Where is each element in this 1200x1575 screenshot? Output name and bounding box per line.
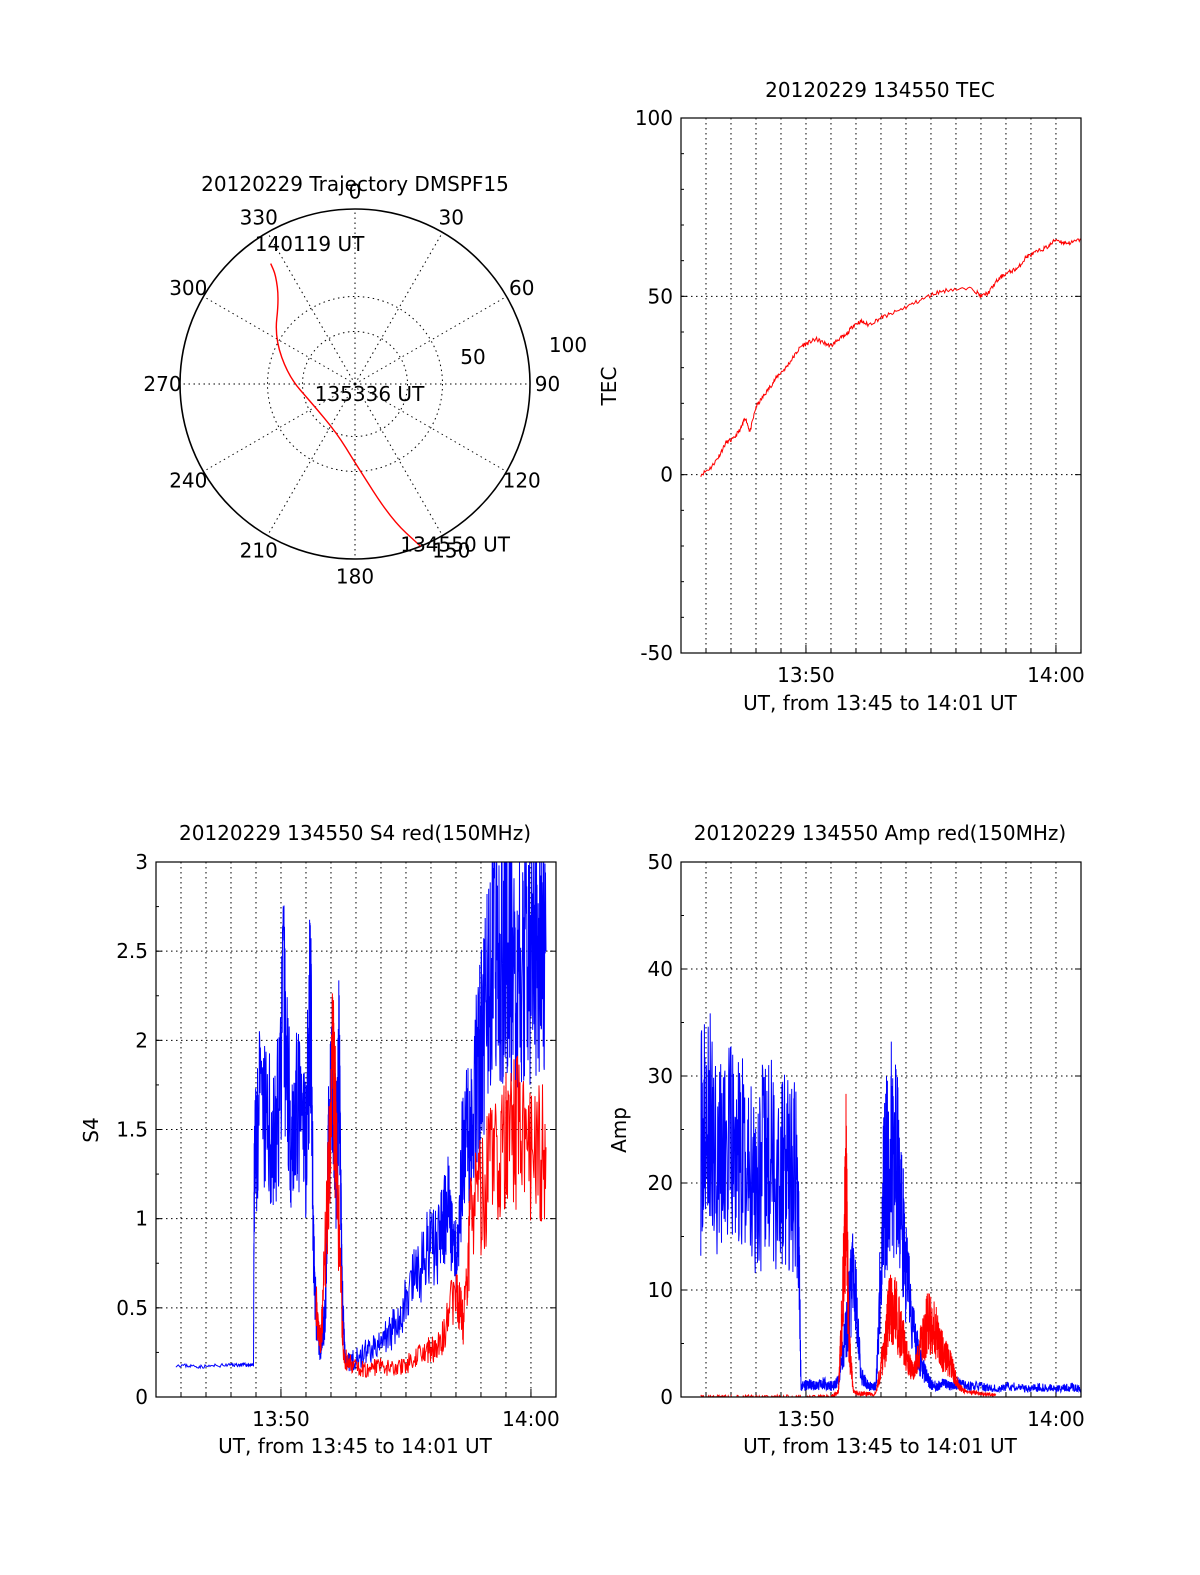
polar-azimuth-labels: 0 30 60 90 120 150 180 210 240 270 300 330 50 100 — [143, 180, 587, 589]
tec-xtick-label-1: 14:00 — [1027, 663, 1085, 687]
azimuth-label-60: 60 — [509, 276, 534, 300]
s4-xtick-label-1: 14:00 — [502, 1407, 560, 1431]
tec-plot-area: 100 50 0 -50 13:50 14:00 — [635, 106, 1085, 687]
tec-title: 20120229 134550 TEC — [765, 78, 995, 102]
amp-ytick-label-5: 0 — [660, 1385, 673, 1409]
azimuth-label-90: 90 — [535, 372, 560, 396]
s4-chart: 20120229 134550 S4 red(150MHz) UT, from … — [79, 821, 560, 1458]
amp-series-1 — [700, 1093, 997, 1397]
amp-ytick-label-0: 50 — [648, 850, 673, 874]
amp-ytick-label-2: 30 — [648, 1064, 673, 1088]
tec-series-0 — [700, 238, 1081, 477]
azimuth-label-210: 210 — [240, 539, 278, 563]
azimuth-label-240: 240 — [169, 468, 207, 492]
trajectory-title: 20120229 Trajectory DMSPF15 — [201, 172, 509, 196]
polar-spoke-240 — [203, 383, 356, 472]
polar-spoke-150 — [354, 383, 443, 536]
polar-spoke-330 — [267, 232, 356, 385]
amp-frame — [680, 861, 1082, 1398]
tec-xtick-label-0: 13:50 — [777, 663, 835, 687]
amp-ytick-label-3: 20 — [648, 1171, 673, 1195]
s4-series-1 — [315, 993, 547, 1378]
s4-series-0 — [175, 862, 547, 1372]
amp-xtick-label-1: 14:00 — [1027, 1407, 1085, 1431]
amp-xlabel: UT, from 13:45 to 14:01 UT — [743, 1434, 1018, 1458]
polar-grid — [179, 208, 531, 560]
tec-series-group — [700, 238, 1081, 477]
azimuth-label-150: 150 — [432, 539, 470, 563]
azimuth-label-300: 300 — [169, 276, 207, 300]
trajectory-annotation-2: 134550 UT — [400, 532, 510, 556]
amp-ytick-label-4: 10 — [648, 1278, 673, 1302]
s4-frame — [155, 861, 557, 1398]
tec-ytick-label-2: 0 — [660, 463, 673, 487]
azimuth-label-330: 330 — [240, 205, 278, 229]
polar-spoke-30 — [354, 232, 443, 385]
amp-plot-area: 50 40 30 20 10 0 13:50 14:00 — [648, 850, 1085, 1431]
amp-ylabel: Amp — [607, 1107, 631, 1153]
polar-spoke-210 — [267, 383, 356, 536]
trajectory-line — [270, 263, 422, 547]
radial-label-50: 50 — [460, 345, 485, 369]
s4-ytick-label-0: 3 — [135, 850, 148, 874]
azimuth-label-120: 120 — [503, 468, 541, 492]
tec-ytick-label-3: -50 — [640, 641, 673, 665]
polar-ring-1 — [267, 296, 443, 472]
azimuth-label-270: 270 — [143, 372, 181, 396]
tec-chart: 20120229 134550 TEC UT, from 13:45 to 14… — [597, 78, 1085, 715]
amp-series-0 — [700, 1013, 1081, 1394]
s4-ytick-label-1: 2.5 — [116, 939, 148, 963]
s4-ytick-label-3: 1.5 — [116, 1118, 148, 1142]
trajectory-annotations: 140119 UT 135336 UT 134550 UT — [255, 232, 511, 556]
s4-ylabel: S4 — [79, 1117, 103, 1142]
tec-frame — [680, 117, 1082, 654]
amp-xtick-label-0: 13:50 — [777, 1407, 835, 1431]
tec-ytick-label-0: 100 — [635, 106, 673, 130]
polar-spoke-120 — [354, 383, 507, 472]
amp-ytick-label-1: 40 — [648, 957, 673, 981]
tec-ylabel: TEC — [597, 367, 621, 407]
amp-series-group — [700, 1013, 1081, 1397]
radial-label-100: 100 — [549, 333, 587, 357]
s4-ytick-label-2: 2 — [135, 1028, 148, 1052]
azimuth-label-30: 30 — [439, 205, 464, 229]
amp-title: 20120229 134550 Amp red(150MHz) — [694, 821, 1066, 845]
s4-xlabel: UT, from 13:45 to 14:01 UT — [218, 1434, 493, 1458]
tec-xlabel: UT, from 13:45 to 14:01 UT — [743, 691, 1018, 715]
s4-ytick-label-5: 0.5 — [116, 1296, 148, 1320]
polar-ring-0 — [302, 331, 408, 437]
trajectory-polar-plot: 20120229 Trajectory DMSPF15 0 30 60 90 120 15… — [143, 172, 587, 589]
s4-title: 20120229 134550 S4 red(150MHz) — [179, 821, 531, 845]
s4-ytick-label-4: 1 — [135, 1207, 148, 1231]
trajectory-annotation-0: 140119 UT — [255, 232, 365, 256]
amp-chart: 20120229 134550 Amp red(150MHz) UT, from… — [607, 821, 1085, 1458]
s4-series-group — [175, 862, 547, 1378]
s4-ytick-label-6: 0 — [135, 1385, 148, 1409]
azimuth-label-0: 0 — [349, 180, 362, 204]
polar-spoke-60 — [354, 296, 507, 385]
s4-xtick-label-0: 13:50 — [252, 1407, 310, 1431]
polar-outer-circle — [179, 208, 531, 560]
polar-spoke-300 — [203, 296, 356, 385]
s4-plot-area: 3 2.5 2 1.5 1 0.5 0 13:50 14:00 — [116, 850, 560, 1431]
trajectory-annotation-1: 135336 UT — [315, 382, 425, 406]
tec-ytick-label-1: 50 — [648, 284, 673, 308]
trajectory-track — [270, 263, 422, 547]
azimuth-label-180: 180 — [336, 565, 374, 589]
